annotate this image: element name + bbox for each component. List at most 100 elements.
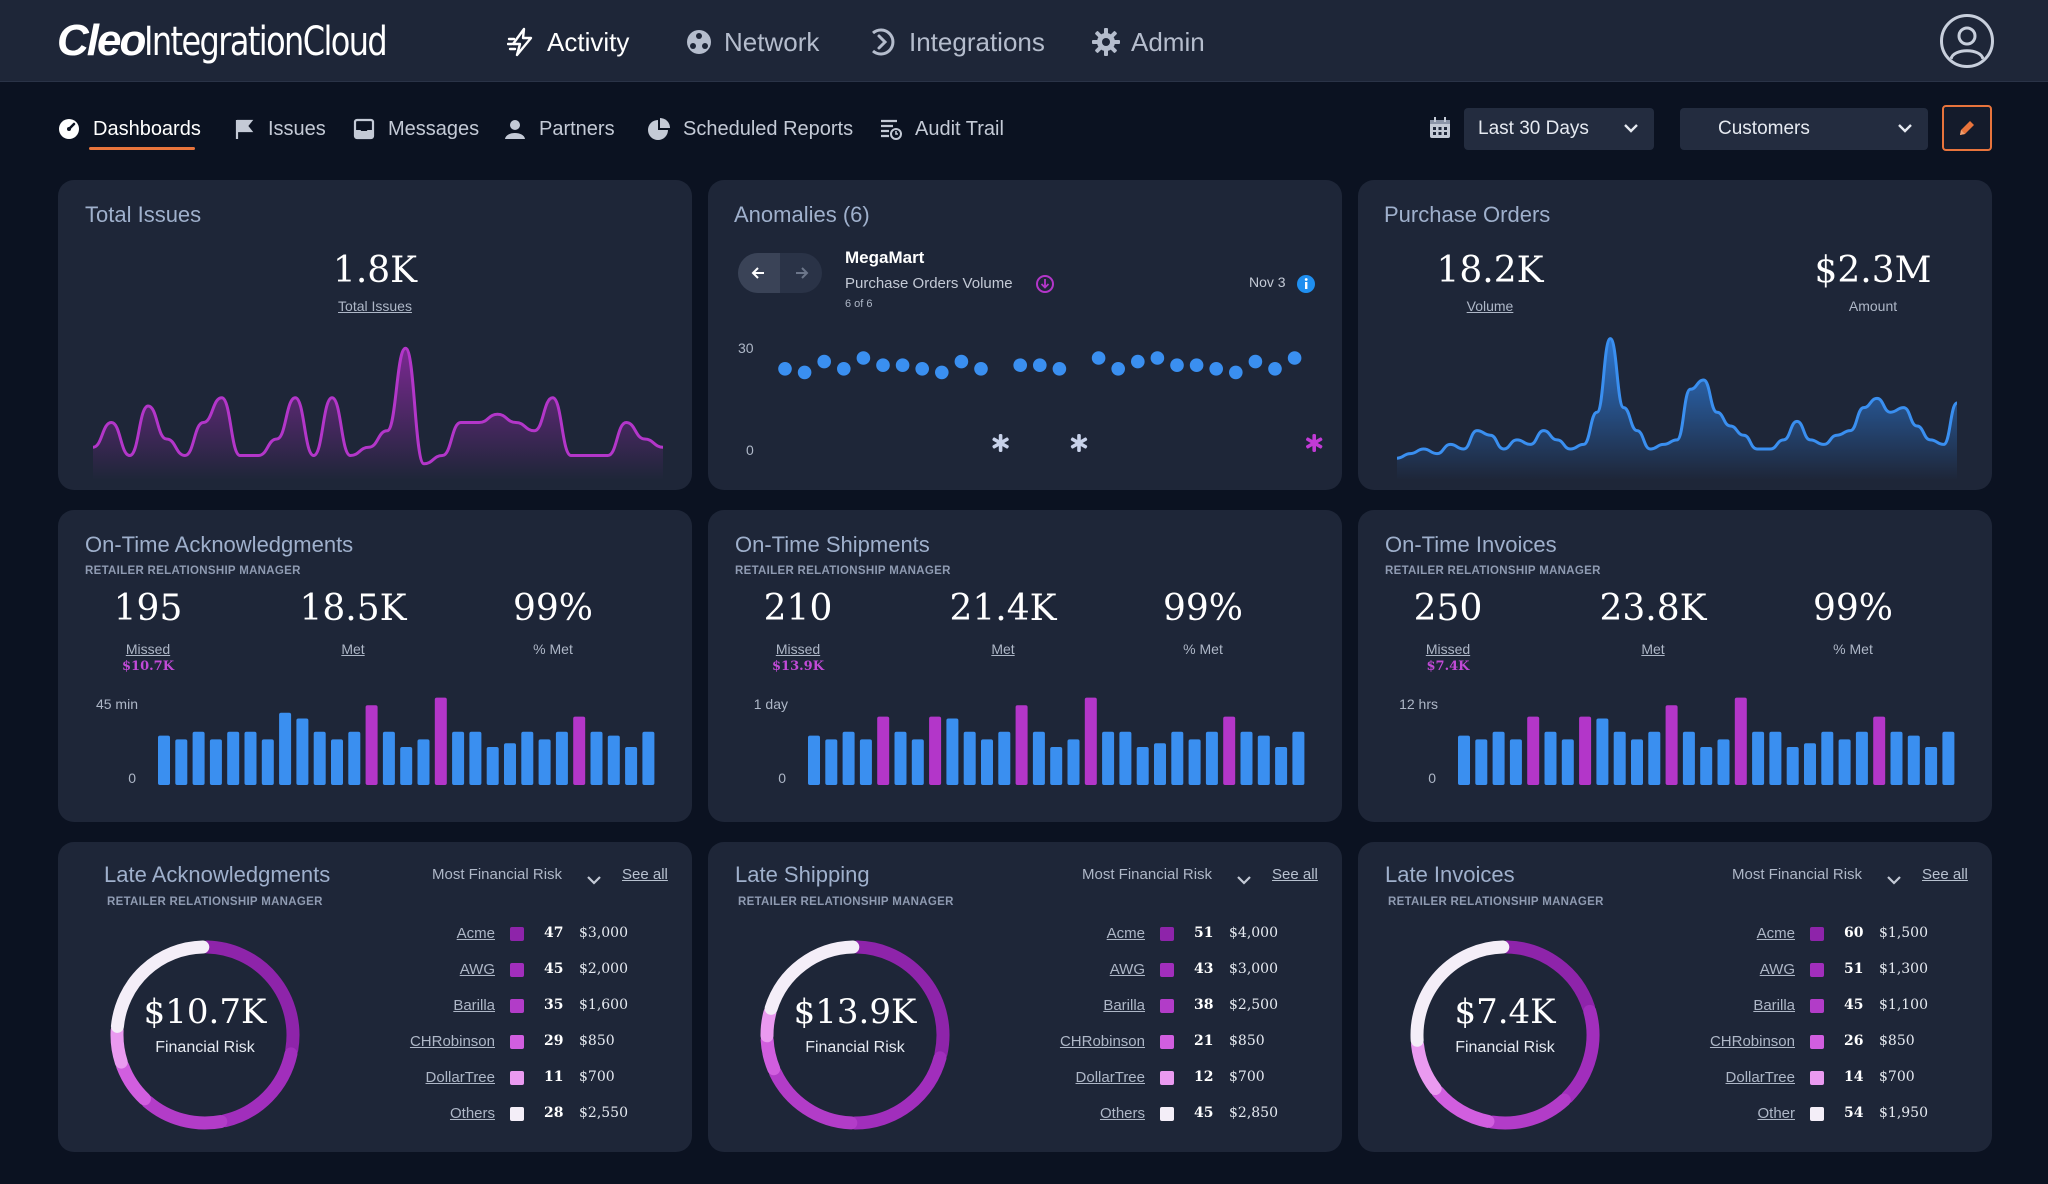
data-point[interactable] bbox=[1111, 362, 1125, 376]
missed-link[interactable]: Missed bbox=[1425, 641, 1471, 657]
bar[interactable] bbox=[625, 747, 638, 785]
legend-partner-link[interactable]: Barilla bbox=[453, 997, 495, 1014]
donut-segment[interactable] bbox=[110, 940, 210, 1033]
donut-segment[interactable] bbox=[1500, 940, 1595, 1014]
legend-partner-link[interactable]: Acme bbox=[1106, 925, 1145, 942]
bar[interactable] bbox=[348, 731, 361, 785]
data-point[interactable] bbox=[1091, 351, 1106, 365]
bar[interactable] bbox=[1223, 716, 1236, 785]
area-line[interactable] bbox=[1396, 337, 1959, 460]
donut-segment[interactable] bbox=[1411, 1038, 1442, 1096]
download-icon[interactable] bbox=[1035, 274, 1055, 294]
bar[interactable] bbox=[1015, 705, 1028, 785]
tab-messages[interactable]: Messages bbox=[352, 113, 479, 145]
info-icon[interactable] bbox=[1296, 274, 1316, 294]
bar[interactable] bbox=[469, 731, 482, 785]
on-time-acknowledgments-card[interactable]: On-Time Acknowledgments RETAILER RELATION… bbox=[58, 510, 692, 822]
legend-partner-link[interactable]: AWG bbox=[1109, 961, 1145, 978]
data-point[interactable] bbox=[837, 362, 851, 376]
bar[interactable] bbox=[911, 739, 924, 785]
bar[interactable] bbox=[1907, 735, 1920, 785]
tab-dashboards[interactable]: Dashboards bbox=[57, 113, 201, 145]
bar[interactable] bbox=[1769, 731, 1782, 785]
chevron-down-icon[interactable] bbox=[586, 872, 602, 888]
bar[interactable] bbox=[1613, 731, 1626, 785]
bar[interactable] bbox=[1032, 731, 1045, 785]
calendar-icon[interactable] bbox=[1428, 116, 1452, 140]
bar[interactable] bbox=[1527, 716, 1540, 785]
donut-segment[interactable] bbox=[116, 1059, 151, 1106]
bar[interactable] bbox=[279, 712, 292, 785]
data-point[interactable] bbox=[1131, 354, 1145, 369]
bar[interactable] bbox=[1682, 731, 1695, 785]
po-volume-link[interactable]: Volume bbox=[1466, 298, 1514, 314]
data-point[interactable] bbox=[778, 362, 792, 376]
late-invoices-card[interactable]: Late Invoices RETAILER RELATIONSHIP MANAG… bbox=[1358, 842, 1992, 1152]
bar[interactable] bbox=[1786, 747, 1799, 785]
nav-network[interactable]: Network bbox=[684, 22, 819, 62]
bar[interactable] bbox=[1579, 716, 1592, 785]
bar[interactable] bbox=[434, 697, 447, 785]
legend-partner-link[interactable]: Barilla bbox=[1103, 997, 1145, 1014]
bar[interactable] bbox=[1136, 747, 1149, 785]
bar[interactable] bbox=[1050, 747, 1063, 785]
data-point[interactable] bbox=[1268, 362, 1282, 376]
data-point[interactable] bbox=[1229, 365, 1243, 380]
purchase-orders-card[interactable]: Purchase Orders 18.2K Volume $2.3M Amoun… bbox=[1358, 180, 1992, 490]
bar[interactable] bbox=[1942, 731, 1955, 785]
legend-partner-link[interactable]: AWG bbox=[1759, 961, 1795, 978]
data-point[interactable] bbox=[817, 354, 831, 369]
donut-segment[interactable] bbox=[1560, 1004, 1600, 1104]
bar[interactable] bbox=[1804, 743, 1816, 785]
bar[interactable] bbox=[1821, 731, 1834, 785]
bar[interactable] bbox=[1275, 747, 1288, 785]
legend-partner-link[interactable]: DollarTree bbox=[425, 1069, 495, 1086]
bar[interactable] bbox=[894, 731, 907, 785]
bar[interactable] bbox=[590, 731, 603, 785]
data-point[interactable] bbox=[1248, 354, 1263, 369]
bar[interactable] bbox=[1925, 747, 1938, 785]
bar[interactable] bbox=[1292, 731, 1305, 785]
edit-dashboard-button[interactable] bbox=[1942, 105, 1992, 151]
see-all-link[interactable]: See all bbox=[622, 866, 668, 883]
bar[interactable] bbox=[382, 731, 395, 785]
legend-partner-link[interactable]: Acme bbox=[456, 925, 495, 942]
bar[interactable] bbox=[946, 718, 959, 786]
bar[interactable] bbox=[158, 735, 170, 785]
bar[interactable] bbox=[1700, 747, 1713, 785]
data-point[interactable] bbox=[935, 365, 949, 380]
data-point[interactable] bbox=[895, 358, 910, 372]
bar[interactable] bbox=[1717, 739, 1730, 785]
bar[interactable] bbox=[486, 747, 499, 785]
bar[interactable] bbox=[521, 731, 534, 785]
donut-segment[interactable] bbox=[218, 1047, 298, 1128]
bar[interactable] bbox=[1873, 716, 1886, 785]
bar[interactable] bbox=[1752, 731, 1765, 785]
bar[interactable] bbox=[998, 731, 1011, 785]
bar[interactable] bbox=[825, 739, 838, 785]
data-point[interactable] bbox=[974, 362, 988, 376]
bar[interactable] bbox=[261, 739, 274, 785]
nav-activity[interactable]: Activity bbox=[507, 22, 629, 62]
bar[interactable] bbox=[808, 735, 820, 785]
bar[interactable] bbox=[1838, 739, 1851, 785]
data-point[interactable] bbox=[1287, 351, 1302, 365]
bar[interactable] bbox=[227, 731, 240, 785]
bar[interactable] bbox=[1855, 731, 1868, 785]
bar[interactable] bbox=[1257, 735, 1270, 785]
bar[interactable] bbox=[877, 716, 890, 785]
bar[interactable] bbox=[1492, 731, 1505, 785]
late-shipping-card[interactable]: Late Shipping RETAILER RELATIONSHIP MANAG… bbox=[708, 842, 1342, 1152]
bar[interactable] bbox=[1188, 739, 1201, 785]
bar[interactable] bbox=[244, 731, 257, 785]
nav-admin[interactable]: Admin bbox=[1091, 22, 1205, 62]
bar[interactable] bbox=[175, 739, 188, 785]
bar[interactable] bbox=[504, 743, 516, 785]
data-point[interactable] bbox=[856, 351, 871, 365]
bar[interactable] bbox=[1561, 739, 1574, 785]
donut-segment[interactable] bbox=[141, 1095, 228, 1130]
bar[interactable] bbox=[1509, 739, 1522, 785]
legend-partner-link[interactable]: Acme bbox=[1756, 925, 1795, 942]
total-issues-link[interactable]: Total Issues bbox=[338, 298, 412, 314]
bar[interactable] bbox=[417, 739, 430, 785]
